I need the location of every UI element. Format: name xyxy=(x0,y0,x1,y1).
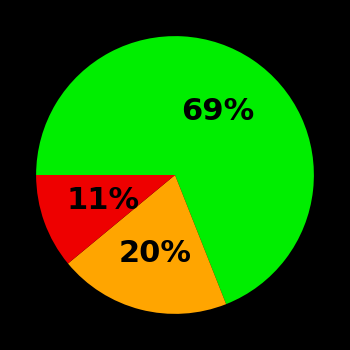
Text: 20%: 20% xyxy=(118,238,191,267)
Text: 11%: 11% xyxy=(66,187,140,215)
Wedge shape xyxy=(36,175,175,264)
Wedge shape xyxy=(68,175,226,314)
Text: 69%: 69% xyxy=(181,97,254,126)
Wedge shape xyxy=(36,36,314,304)
